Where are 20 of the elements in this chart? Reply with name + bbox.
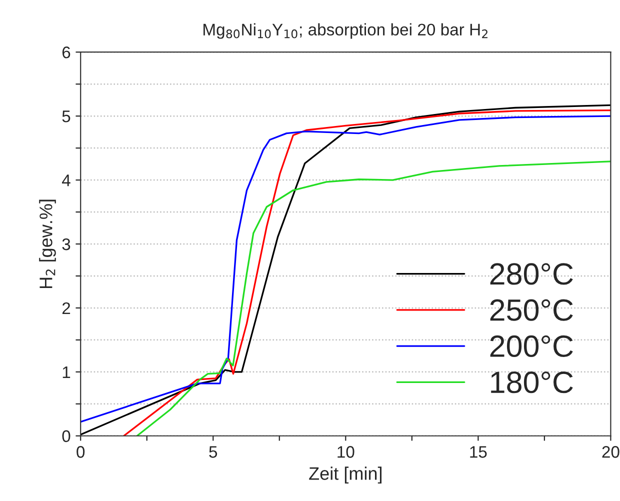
chart-title: Mg$_{80}$Ni$_{10}$Y$_{10}$; absorption bei 20 bar H$_{2}$ [204, 23, 488, 39]
y-tick-label: 4 [62, 174, 70, 186]
legend-label: 200°C [490, 335, 573, 358]
legend-label: 250°C [490, 299, 573, 321]
x-tick-label: 20 [602, 446, 620, 458]
legend-label: 180°C [491, 372, 573, 394]
y-tick-label: 2 [62, 302, 70, 314]
y-tick-label: 0 [62, 430, 70, 442]
y-tick-label: 5 [62, 110, 70, 122]
x-tick-label: 10 [338, 446, 354, 458]
y-axis-title: H$_{2}$ [gew.%] [39, 200, 56, 288]
y-tick-label: 6 [62, 46, 70, 58]
x-tick-label: 15 [470, 446, 487, 458]
x-tick-label: 5 [209, 446, 218, 458]
line-series [136, 160, 611, 436]
y-tick-label: 1 [62, 366, 70, 378]
legend-label: 280°C [490, 263, 573, 285]
x-axis-title: Zeit [min] [309, 466, 382, 484]
y-tick-label: 3 [62, 238, 70, 250]
x-tick-label: 0 [76, 446, 85, 458]
